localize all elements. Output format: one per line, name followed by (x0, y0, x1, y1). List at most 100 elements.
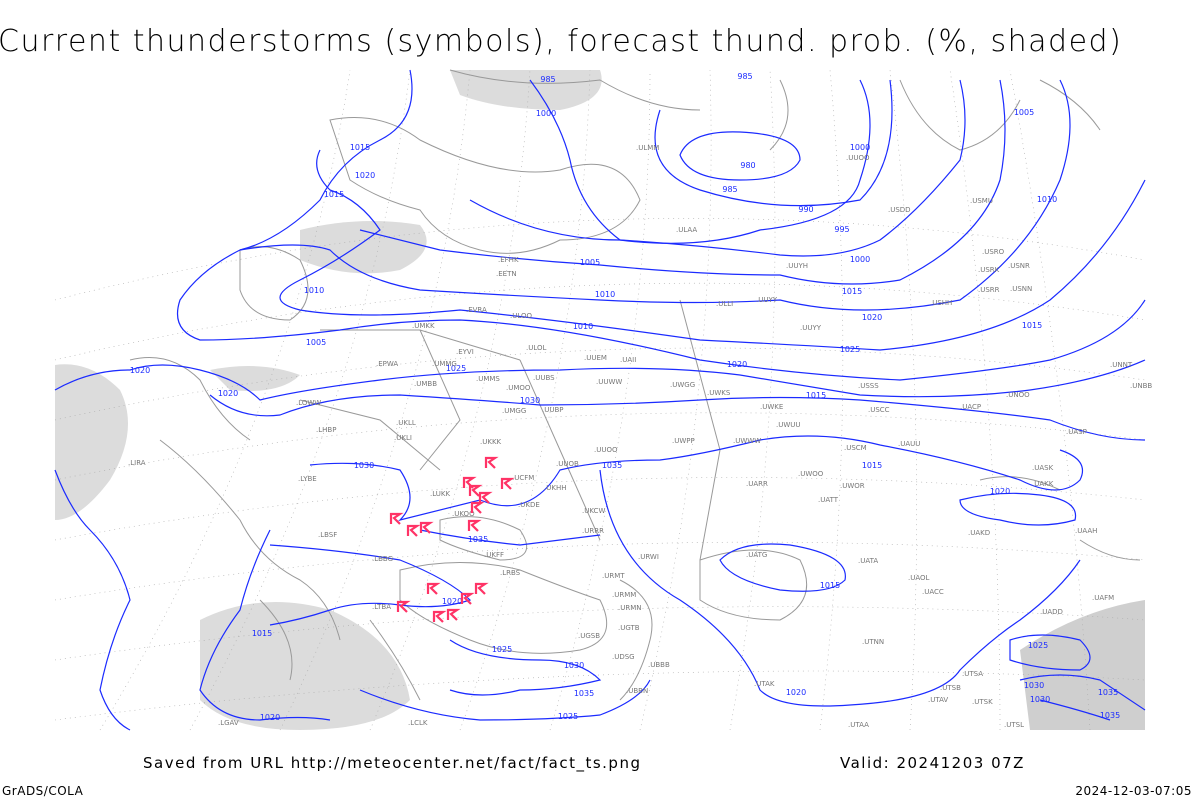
station-label: .URRR (582, 527, 604, 535)
meridian-line (99, 69, 351, 731)
isobar-label: 1035 (602, 461, 622, 470)
meridian-line (949, 69, 1001, 731)
station-label: .UTSA (962, 670, 983, 678)
station-label: .UMOO (506, 384, 531, 392)
thunderstorm-symbol-icon (446, 608, 461, 621)
station-label: .UMMG (432, 360, 457, 368)
station-label: .USRK (978, 266, 1000, 274)
coastlines-and-borders (129, 69, 1141, 701)
station-label: .USSS (858, 382, 879, 390)
station-label: .UNNT (1110, 361, 1133, 369)
station-label: .UBBN (626, 687, 648, 695)
isobar-label: 1000 (536, 109, 556, 118)
station-label: .LCLK (408, 719, 428, 727)
isobar-label: 1010 (304, 286, 324, 295)
station-label: .URMM (612, 591, 636, 599)
thunderstorm-symbol-icon (474, 582, 489, 595)
isobar-label: 1030 (520, 396, 540, 405)
isobar-label: 1015 (806, 391, 826, 400)
station-label: .USCC (868, 406, 890, 414)
isobar-label: 1030 (1030, 695, 1050, 704)
station-label: .UCFM (512, 474, 534, 482)
isobar-label: 1000 (850, 255, 870, 264)
station-label: .UTSL (1004, 721, 1024, 729)
isobar-label: 1005 (306, 338, 326, 347)
station-label: .UACP (960, 403, 981, 411)
station-label: .UWGG (670, 381, 695, 389)
isobar-label: 1000 (850, 143, 870, 152)
station-label: .UNOO (1006, 391, 1030, 399)
station-label: .UUBP (542, 406, 564, 414)
isobar-label: 1025 (492, 645, 512, 654)
isobar-label: 985 (722, 185, 737, 194)
parallel-line (54, 347, 1146, 421)
isobar-label: 1010 (595, 290, 615, 299)
isobar-label: 1015 (252, 629, 272, 638)
generation-timestamp: 2024-12-03-07:05 (1075, 784, 1192, 798)
station-label: .USRO (982, 248, 1005, 256)
station-label: .UACC (922, 588, 944, 596)
station-label: .LYBE (298, 475, 317, 483)
station-label: .UKFF (484, 551, 504, 559)
station-label: .UMBB (414, 380, 437, 388)
station-label: .UATG (746, 551, 767, 559)
station-label: .LRBS (500, 569, 521, 577)
station-label: .UKCW (582, 507, 605, 515)
isobar-label: 1020 (862, 313, 882, 322)
station-label: .ULLI (716, 300, 733, 308)
station-label: .UAKK (1032, 480, 1054, 488)
station-label: .USDD (888, 206, 911, 214)
station-label: .UAOL (908, 574, 930, 582)
isobar-label: 1005 (1014, 108, 1034, 117)
thunderstorm-symbol-icon (484, 456, 499, 469)
isobar-label: 1005 (580, 258, 600, 267)
station-label: .LHBP (316, 426, 336, 434)
isobar-label: 1020 (130, 366, 150, 375)
station-label: .LTBA (372, 603, 391, 611)
isobar-label: 1030 (1024, 681, 1044, 690)
station-label: .UGTB (618, 624, 640, 632)
thunderstorm-symbol-icon (389, 512, 404, 525)
station-label: .ULAA (676, 226, 697, 234)
station-label: .ULMM (636, 144, 659, 152)
station-label: .EYVI (456, 348, 474, 356)
meridian-line (369, 69, 531, 731)
station-label: .URMN (618, 604, 642, 612)
station-label: .UMKK (412, 322, 435, 330)
station-label: .UUYY (756, 296, 778, 304)
valid-time: Valid: 20241203 07Z (840, 754, 1025, 772)
isobar-label: 1030 (564, 661, 584, 670)
station-label: .UWKS (707, 389, 731, 397)
isobar-label: 1025 (840, 345, 860, 354)
station-label: .USRR (978, 286, 1000, 294)
station-label: .UWPP (672, 437, 695, 445)
map-title: Current thunderstorms (symbols), forecas… (0, 24, 1123, 59)
station-label: .EETN (496, 270, 517, 278)
isobar-label: 1015 (820, 581, 840, 590)
thunderstorm-symbol-icon (419, 521, 434, 534)
station-label: .UWKE (760, 403, 783, 411)
station-label: .UMGG (502, 407, 526, 415)
isobars (54, 69, 1146, 731)
station-label: .EPWA (376, 360, 398, 368)
station-label: .UATT (818, 496, 839, 504)
station-label: .USNN (1010, 285, 1032, 293)
station-label: .URMT (602, 572, 625, 580)
station-labels: .EFHK .EETN .EVRA .ULOO .UMKK .EYVI .UMMG .EPWA… (128, 144, 1152, 729)
isobar-label: 1035 (1100, 711, 1120, 720)
saved-from-url: Saved from URL http://meteocenter.net/fa… (143, 754, 642, 772)
meridian-line (819, 69, 844, 731)
thunderstorm-symbol-icon (396, 600, 411, 613)
station-label: .UTNN (862, 638, 884, 646)
station-label: .UKOO (452, 510, 475, 518)
thunderstorm-probability-shading (55, 70, 1145, 730)
station-label: .UTSK (972, 698, 993, 706)
station-label: .UKHH (544, 484, 566, 492)
isobar-label: 1015 (862, 461, 882, 470)
station-label: .UUOB (556, 460, 579, 468)
thunderstorm-symbol-icon (470, 501, 485, 514)
isobar-label: 1020 (260, 713, 280, 722)
isobar-label: 1035 (468, 535, 488, 544)
